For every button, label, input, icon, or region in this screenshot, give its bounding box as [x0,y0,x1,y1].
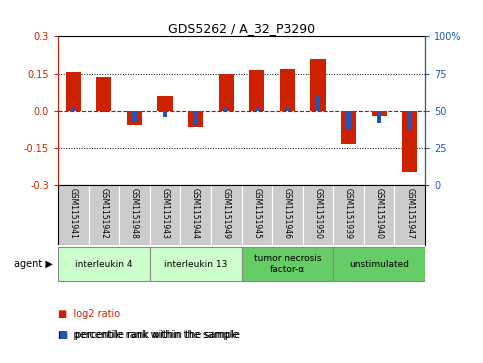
Bar [219,74,234,111]
Text: ■: ■ [58,330,67,340]
Text: GSM1151940: GSM1151940 [375,188,384,240]
Bar [402,111,417,172]
Text: GSM1151942: GSM1151942 [99,188,108,239]
Bar [66,72,81,111]
Bar [255,108,259,111]
Bar [371,111,387,116]
Bar [127,111,142,125]
Bar [101,111,106,113]
Bar [311,59,326,111]
Bar [96,77,112,111]
Bar [272,185,303,245]
Text: percentile rank within the sample: percentile rank within the sample [75,330,240,340]
Bar [408,111,412,129]
Bar [193,111,198,126]
Bar [88,185,119,245]
Bar [211,185,242,245]
Bar [280,69,295,111]
Bar [180,185,211,245]
Bar [316,96,320,111]
Text: GSM1151949: GSM1151949 [222,188,231,240]
Text: GSM1151950: GSM1151950 [313,188,323,240]
Text: unstimulated: unstimulated [349,260,409,269]
Bar [58,185,88,245]
Bar [242,185,272,245]
Text: ■  percentile rank within the sample: ■ percentile rank within the sample [58,330,239,340]
Bar [346,111,351,130]
Text: GSM1151939: GSM1151939 [344,188,353,240]
Text: GSM1151948: GSM1151948 [130,188,139,239]
Bar [395,185,425,245]
Bar [163,111,167,117]
Text: GSM1151946: GSM1151946 [283,188,292,240]
Bar [71,108,75,111]
Bar [132,111,137,121]
Bar [224,108,228,111]
Text: GSM1151944: GSM1151944 [191,188,200,240]
Text: GSM1151947: GSM1151947 [405,188,414,240]
Text: GSM1151943: GSM1151943 [160,188,170,240]
Text: tumor necrosis
factor-α: tumor necrosis factor-α [254,254,321,274]
Bar [150,185,180,245]
Bar [285,108,290,111]
Text: agent ▶: agent ▶ [14,259,53,269]
Text: interleukin 4: interleukin 4 [75,260,133,269]
Bar [150,247,242,281]
Bar [364,185,395,245]
Bar [58,247,150,281]
Bar [377,111,382,123]
Bar [303,185,333,245]
Text: interleukin 13: interleukin 13 [164,260,227,269]
Text: ■  log2 ratio: ■ log2 ratio [58,309,120,319]
Title: GDS5262 / A_32_P3290: GDS5262 / A_32_P3290 [168,22,315,35]
Bar [119,185,150,245]
Bar [249,70,265,111]
Text: GSM1151941: GSM1151941 [69,188,78,239]
Bar [333,185,364,245]
Bar [188,111,203,127]
Bar [333,247,425,281]
Bar [242,247,333,281]
Text: GSM1151945: GSM1151945 [252,188,261,240]
Bar [157,96,173,111]
Bar [341,111,356,144]
